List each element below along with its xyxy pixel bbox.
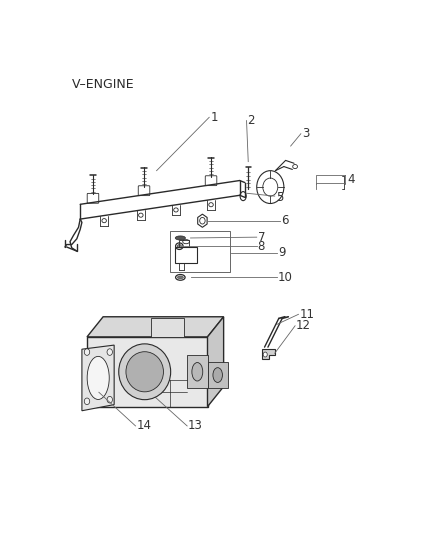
Ellipse shape [177,245,181,248]
Circle shape [107,349,113,356]
Text: 9: 9 [278,246,286,259]
Ellipse shape [119,344,171,400]
Text: 11: 11 [300,308,314,321]
Circle shape [107,397,113,403]
Ellipse shape [192,362,203,381]
Polygon shape [262,349,275,359]
Text: 3: 3 [302,127,309,140]
Bar [187,356,208,388]
Text: 5: 5 [276,191,283,204]
Ellipse shape [175,236,185,240]
Polygon shape [87,317,224,337]
Text: 14: 14 [137,419,152,432]
Bar [175,247,197,263]
Circle shape [84,349,90,356]
Bar [208,361,228,388]
Ellipse shape [213,368,223,383]
Bar [87,337,208,407]
Text: V–ENGINE: V–ENGINE [72,78,134,91]
Polygon shape [208,317,224,407]
Ellipse shape [126,352,163,392]
Polygon shape [82,345,114,411]
Text: 6: 6 [282,214,289,227]
Circle shape [84,398,90,405]
Text: 4: 4 [347,173,355,186]
Text: 12: 12 [296,319,311,332]
Text: 1: 1 [210,111,218,124]
Text: 13: 13 [188,419,203,432]
Text: 7: 7 [258,231,265,244]
Bar [170,231,230,272]
Text: 8: 8 [258,240,265,253]
Text: 2: 2 [247,114,255,127]
Circle shape [263,352,267,357]
Bar [179,240,189,247]
Text: 10: 10 [278,271,293,284]
Ellipse shape [177,276,184,279]
Bar [152,318,184,337]
Ellipse shape [87,357,109,399]
